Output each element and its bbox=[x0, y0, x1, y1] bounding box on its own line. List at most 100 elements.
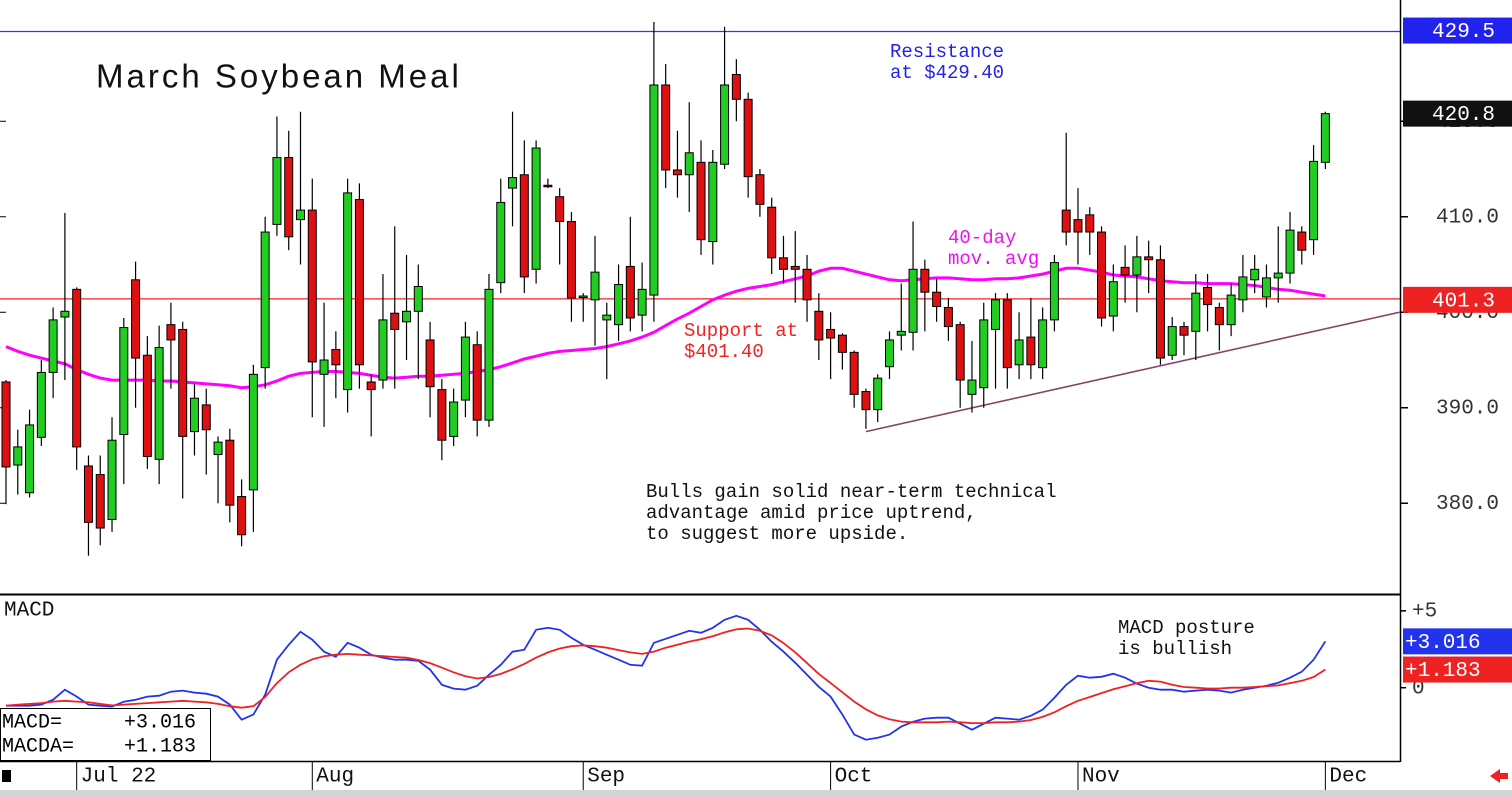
candle-body bbox=[237, 496, 247, 536]
macd-line bbox=[5, 627, 1326, 724]
candle-body bbox=[178, 328, 188, 437]
candle-body bbox=[661, 84, 671, 171]
candle-body bbox=[272, 157, 282, 225]
candle-body bbox=[1191, 292, 1201, 332]
candle-body bbox=[873, 377, 883, 411]
annotation: advantage amid price uptrend, bbox=[646, 502, 977, 524]
candle-body bbox=[1061, 209, 1071, 233]
candle-body bbox=[1108, 281, 1118, 317]
candle-body bbox=[378, 319, 388, 381]
macd-value-label: +1.183 bbox=[1405, 660, 1481, 683]
candle-body bbox=[555, 196, 565, 223]
candle-body bbox=[201, 404, 211, 431]
candle-body bbox=[614, 284, 624, 326]
y-tick-label: 380.0 bbox=[1436, 493, 1499, 516]
candle-body bbox=[131, 279, 141, 359]
candle-body bbox=[496, 201, 506, 284]
candle-body bbox=[1309, 160, 1319, 241]
candle-body bbox=[1155, 259, 1165, 359]
annotation: is bullish bbox=[1118, 638, 1232, 660]
annotation: Resistance bbox=[890, 41, 1004, 63]
candle-body bbox=[83, 465, 93, 523]
price-label-box bbox=[1403, 17, 1512, 44]
candle-body bbox=[60, 310, 70, 318]
candle-body bbox=[1273, 272, 1283, 279]
candle-body bbox=[437, 389, 447, 441]
readout-name: MACDA= bbox=[2, 735, 74, 758]
candle-body bbox=[731, 73, 741, 100]
scroll-marker bbox=[2, 770, 11, 782]
candle-body bbox=[508, 177, 518, 189]
candle-body bbox=[1285, 229, 1295, 274]
candle-body bbox=[1214, 306, 1224, 326]
annotation: $401.40 bbox=[684, 341, 764, 363]
candle-body bbox=[861, 391, 871, 411]
candle-body bbox=[1073, 219, 1083, 233]
annotation: to suggest more upside. bbox=[646, 523, 908, 545]
candle-body bbox=[142, 354, 152, 457]
candle-body bbox=[213, 441, 223, 456]
price-label-box bbox=[1403, 100, 1512, 127]
candle-body bbox=[366, 381, 376, 391]
candle-body bbox=[991, 299, 1001, 330]
readout-value: +3.016 bbox=[124, 711, 196, 734]
candle-body bbox=[13, 446, 23, 466]
y-tick-label: 410.0 bbox=[1436, 206, 1499, 229]
candle-body bbox=[390, 312, 400, 330]
candle-body bbox=[943, 306, 953, 328]
readout-box bbox=[0, 708, 211, 761]
candle-body bbox=[48, 319, 58, 373]
candle-body bbox=[1097, 231, 1107, 319]
candle-body bbox=[826, 328, 836, 339]
x-tick-label: Dec bbox=[1329, 766, 1367, 789]
plot-layer: 380.0390.0400.0410.0420.0429.5420.8401.3… bbox=[0, 17, 1512, 790]
macd-value-label: +3.016 bbox=[1405, 632, 1481, 655]
candle-body bbox=[331, 348, 341, 366]
candle-body bbox=[1226, 294, 1236, 326]
candle-body bbox=[578, 295, 588, 299]
candle-body bbox=[425, 339, 435, 388]
y-tick-label: 0 bbox=[1412, 677, 1425, 700]
scroll-arrow[interactable] bbox=[1490, 769, 1508, 783]
annotation: Bulls gain solid near-term technical bbox=[646, 481, 1056, 503]
candle-body bbox=[1261, 277, 1271, 298]
candle-body bbox=[955, 324, 965, 381]
x-tick-label: Jul 22 bbox=[81, 766, 157, 789]
candle-body bbox=[566, 221, 576, 299]
status-strip bbox=[0, 790, 1512, 797]
price-label: 401.3 bbox=[1432, 290, 1495, 313]
x-tick-label: Oct bbox=[835, 766, 873, 789]
candle-body bbox=[1049, 262, 1059, 321]
candle-body bbox=[979, 319, 989, 389]
annotation: 40-day bbox=[948, 227, 1016, 249]
candle-body bbox=[260, 231, 270, 369]
annotation: Support at bbox=[684, 320, 798, 342]
candle-body bbox=[1320, 113, 1330, 163]
candle-body bbox=[814, 310, 824, 341]
candle-body bbox=[519, 174, 529, 278]
candle-body bbox=[413, 285, 423, 312]
candle-body bbox=[920, 268, 930, 293]
candle-body bbox=[755, 174, 765, 205]
annotation: at $429.40 bbox=[890, 62, 1004, 84]
candle-body bbox=[708, 161, 718, 243]
candle-body bbox=[154, 347, 164, 460]
candle-body bbox=[967, 379, 977, 395]
candle-body bbox=[908, 268, 918, 333]
candle-body bbox=[296, 209, 305, 221]
candle-body bbox=[684, 152, 694, 176]
candle-body bbox=[472, 344, 482, 421]
candle-body bbox=[672, 169, 682, 176]
y-tick-label: 390.0 bbox=[1436, 397, 1499, 420]
candle-body bbox=[1167, 326, 1177, 356]
candle-body bbox=[1250, 268, 1260, 281]
candle-body bbox=[1238, 276, 1248, 301]
candle-body bbox=[484, 288, 494, 421]
candle-body bbox=[720, 84, 730, 165]
candle-body bbox=[319, 359, 329, 375]
candle-body bbox=[885, 339, 894, 368]
candle-body bbox=[225, 439, 235, 506]
candle-body bbox=[1085, 214, 1095, 233]
annotation: mov. avg bbox=[948, 248, 1039, 270]
